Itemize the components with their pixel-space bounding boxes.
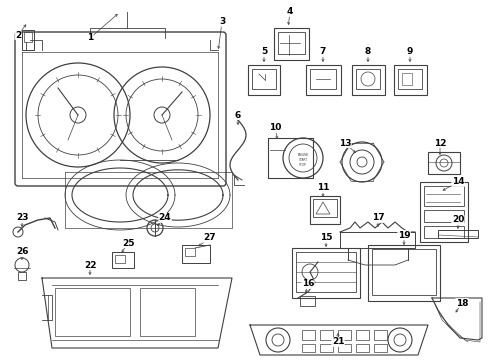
Bar [278, 32, 305, 54]
Text: 2: 2 [15, 31, 21, 40]
Bar [115, 255, 125, 263]
Text: 4: 4 [287, 8, 293, 17]
Bar [22, 30, 34, 50]
Bar [292, 248, 360, 298]
Text: 14: 14 [452, 177, 465, 186]
Bar [182, 245, 210, 263]
Bar [140, 288, 195, 336]
Bar [300, 296, 315, 306]
Text: 21: 21 [332, 338, 344, 346]
Text: 9: 9 [407, 48, 413, 57]
Bar [402, 73, 412, 85]
Bar [112, 252, 134, 268]
Bar [306, 65, 341, 95]
Bar [302, 344, 315, 352]
Bar [374, 344, 387, 352]
Bar [185, 248, 195, 256]
Bar [296, 252, 356, 292]
Text: 19: 19 [398, 230, 410, 239]
Bar [274, 28, 309, 60]
Bar [302, 330, 315, 340]
Text: 8: 8 [365, 48, 371, 57]
Bar [352, 65, 385, 95]
Bar [320, 330, 333, 340]
Bar [55, 288, 130, 336]
Bar [338, 344, 351, 352]
Text: 1: 1 [87, 33, 93, 42]
Bar [313, 199, 337, 217]
Text: 10: 10 [269, 123, 281, 132]
Text: 13: 13 [339, 139, 351, 148]
Bar [428, 152, 460, 174]
Bar [310, 69, 336, 89]
Text: STOP: STOP [299, 163, 307, 167]
Text: 22: 22 [84, 261, 96, 270]
Text: 17: 17 [372, 213, 384, 222]
Text: 18: 18 [456, 298, 468, 307]
Bar [356, 69, 380, 89]
Bar [394, 65, 427, 95]
Bar [356, 330, 369, 340]
Bar [248, 65, 280, 95]
Bar [320, 344, 333, 352]
Bar [438, 230, 478, 238]
Text: 16: 16 [302, 279, 314, 288]
Text: 5: 5 [261, 48, 267, 57]
Text: 7: 7 [320, 48, 326, 57]
Text: 23: 23 [16, 213, 28, 222]
Bar [338, 330, 351, 340]
Bar [310, 196, 340, 224]
Bar [368, 245, 440, 301]
Text: 11: 11 [317, 184, 329, 193]
Text: 12: 12 [434, 139, 446, 148]
Text: ENGINE: ENGINE [297, 153, 309, 157]
Text: 15: 15 [320, 234, 332, 243]
Bar [356, 344, 369, 352]
Bar [252, 69, 276, 89]
Bar [420, 182, 468, 242]
Text: 20: 20 [452, 216, 464, 225]
Bar [424, 186, 464, 206]
Text: 25: 25 [122, 238, 134, 248]
Text: START: START [298, 158, 308, 162]
Text: 26: 26 [16, 248, 28, 256]
Text: 27: 27 [204, 234, 216, 243]
Text: 24: 24 [159, 213, 171, 222]
Bar [374, 330, 387, 340]
Text: 3: 3 [219, 18, 225, 27]
Text: 6: 6 [235, 111, 241, 120]
Bar [24, 32, 32, 42]
Bar [424, 210, 464, 222]
Bar [424, 226, 464, 238]
Bar [18, 272, 26, 280]
Bar [398, 69, 422, 89]
Bar [372, 249, 436, 295]
Bar [268, 138, 313, 178]
